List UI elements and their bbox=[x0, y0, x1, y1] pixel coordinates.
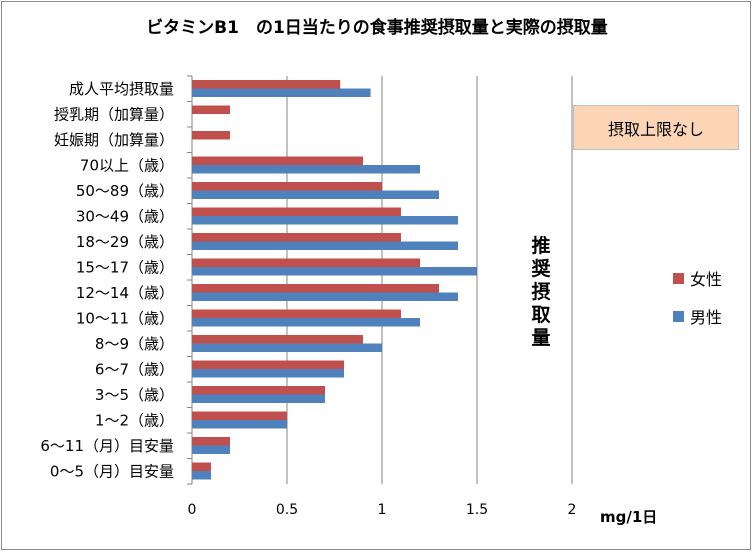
legend-swatch bbox=[673, 311, 684, 322]
y-axis-label-char: 奨 bbox=[531, 258, 551, 280]
x-tick-label: 2 bbox=[568, 502, 577, 518]
category-label: 70以上（歳） bbox=[80, 156, 174, 174]
x-axis-label: mg/1日 bbox=[600, 508, 657, 526]
bar-female bbox=[192, 258, 420, 267]
y-axis-label: 推奨摂取量 bbox=[530, 235, 552, 350]
bar-female bbox=[192, 233, 401, 242]
y-axis-label-char: 量 bbox=[531, 327, 551, 349]
bar-female bbox=[192, 105, 230, 114]
category-label: 6～7（歳） bbox=[95, 360, 174, 378]
bar-female bbox=[192, 335, 363, 344]
bar-male bbox=[192, 292, 458, 301]
bar-male bbox=[192, 394, 325, 403]
category-label: 0～5（月）目安量 bbox=[50, 462, 174, 480]
bar-male bbox=[192, 216, 458, 225]
bar-female bbox=[192, 462, 211, 471]
bar-female bbox=[192, 131, 230, 140]
x-tick-label: 1.5 bbox=[466, 502, 488, 518]
bar-male bbox=[192, 318, 420, 327]
bar-male bbox=[192, 445, 230, 454]
category-label: 10～11（歳） bbox=[76, 309, 174, 327]
category-label: 8～9（歳） bbox=[95, 335, 174, 353]
legend-label: 女性 bbox=[690, 270, 722, 289]
bar-female bbox=[192, 207, 401, 216]
y-axis-label-char: 取 bbox=[531, 304, 551, 326]
bar-male bbox=[192, 369, 344, 378]
y-axis-label-char: 摂 bbox=[531, 281, 551, 303]
bar-female bbox=[192, 437, 230, 446]
bar-male bbox=[192, 471, 211, 480]
category-label: 30～49（歳） bbox=[76, 207, 174, 225]
bar-male bbox=[192, 88, 371, 97]
category-label: 成人平均摂取量 bbox=[69, 80, 174, 98]
bar-male bbox=[192, 343, 382, 352]
bar-female bbox=[192, 386, 325, 395]
x-tick-label: 1 bbox=[378, 502, 387, 518]
category-label: 3～5（歳） bbox=[95, 386, 174, 404]
bar-female bbox=[192, 80, 341, 89]
chart-title: ビタミンB1 の1日当たりの食事推奨摂取量と実際の摂取量 bbox=[146, 17, 608, 38]
annotation-box: 摂取上限なし bbox=[573, 105, 739, 150]
bar-male bbox=[192, 267, 477, 276]
category-label: 1～2（歳） bbox=[95, 411, 174, 429]
category-label: 6～11（月）目安量 bbox=[40, 437, 174, 455]
bar-male bbox=[192, 190, 439, 199]
category-label: 15～17（歳） bbox=[76, 258, 174, 276]
category-label: 50～89（歳） bbox=[76, 182, 174, 200]
x-tick-label: 0.5 bbox=[276, 502, 298, 518]
bar-male bbox=[192, 241, 458, 250]
legend-label: 男性 bbox=[690, 308, 722, 327]
bar-female bbox=[192, 284, 439, 293]
bar-female bbox=[192, 360, 344, 369]
legend-swatch bbox=[673, 273, 684, 284]
y-axis-label-char: 推 bbox=[531, 235, 551, 257]
category-label: 18～29（歳） bbox=[76, 233, 174, 251]
category-label: 妊娠期（加算量） bbox=[54, 131, 174, 149]
category-label: 授乳期（加算量） bbox=[54, 105, 174, 123]
bar-male bbox=[192, 420, 287, 429]
bar-female bbox=[192, 182, 382, 191]
bar-female bbox=[192, 309, 401, 318]
bar-female bbox=[192, 156, 363, 165]
annotation-text: 摂取上限なし bbox=[607, 119, 704, 139]
bar-male bbox=[192, 165, 420, 174]
category-label: 12～14（歳） bbox=[76, 284, 174, 302]
x-tick-label: 0 bbox=[188, 502, 197, 518]
bar-female bbox=[192, 411, 287, 420]
